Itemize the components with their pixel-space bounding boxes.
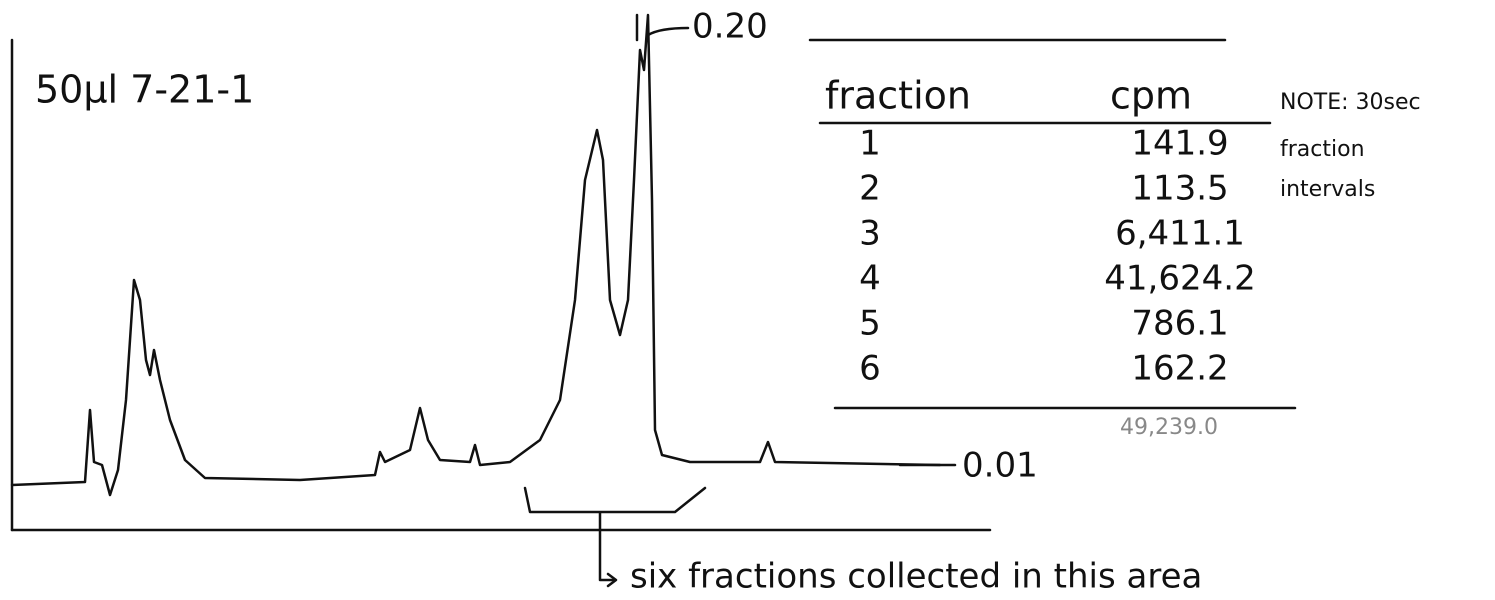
- fraction-number: 1: [859, 124, 881, 164]
- table-total: 49,239.0: [1120, 415, 1218, 440]
- note: intervals: [1280, 177, 1375, 202]
- note: NOTE: 30sec: [1280, 90, 1421, 115]
- trace: [10, 13, 942, 497]
- cpm-value: 6,411.1: [1115, 214, 1245, 254]
- note: fraction: [1280, 137, 1365, 162]
- scale-baseline: 0.01: [962, 446, 1038, 486]
- cpm-value: 41,624.2: [1104, 259, 1255, 299]
- bracket: [523, 486, 707, 582]
- fraction-number: 4: [859, 259, 881, 299]
- fraction-number: 5: [859, 304, 881, 344]
- table-header: cpm: [1110, 74, 1192, 118]
- fraction-number: 3: [859, 214, 881, 254]
- fraction-number: 6: [859, 349, 881, 389]
- table-header: fraction: [825, 74, 971, 118]
- cpm-value: 113.5: [1131, 169, 1228, 209]
- sample-label: 50µl 7-21-1: [35, 68, 254, 112]
- annotation: six fractions collected in this area: [630, 557, 1202, 597]
- arrow-head: [606, 572, 618, 588]
- cpm-value: 786.1: [1131, 304, 1228, 344]
- scale-top: 0.20: [692, 7, 768, 47]
- cpm-value: 141.9: [1131, 124, 1228, 164]
- fraction-number: 2: [859, 169, 881, 209]
- scale-top-leader: [646, 26, 690, 37]
- cpm-value: 162.2: [1131, 349, 1228, 389]
